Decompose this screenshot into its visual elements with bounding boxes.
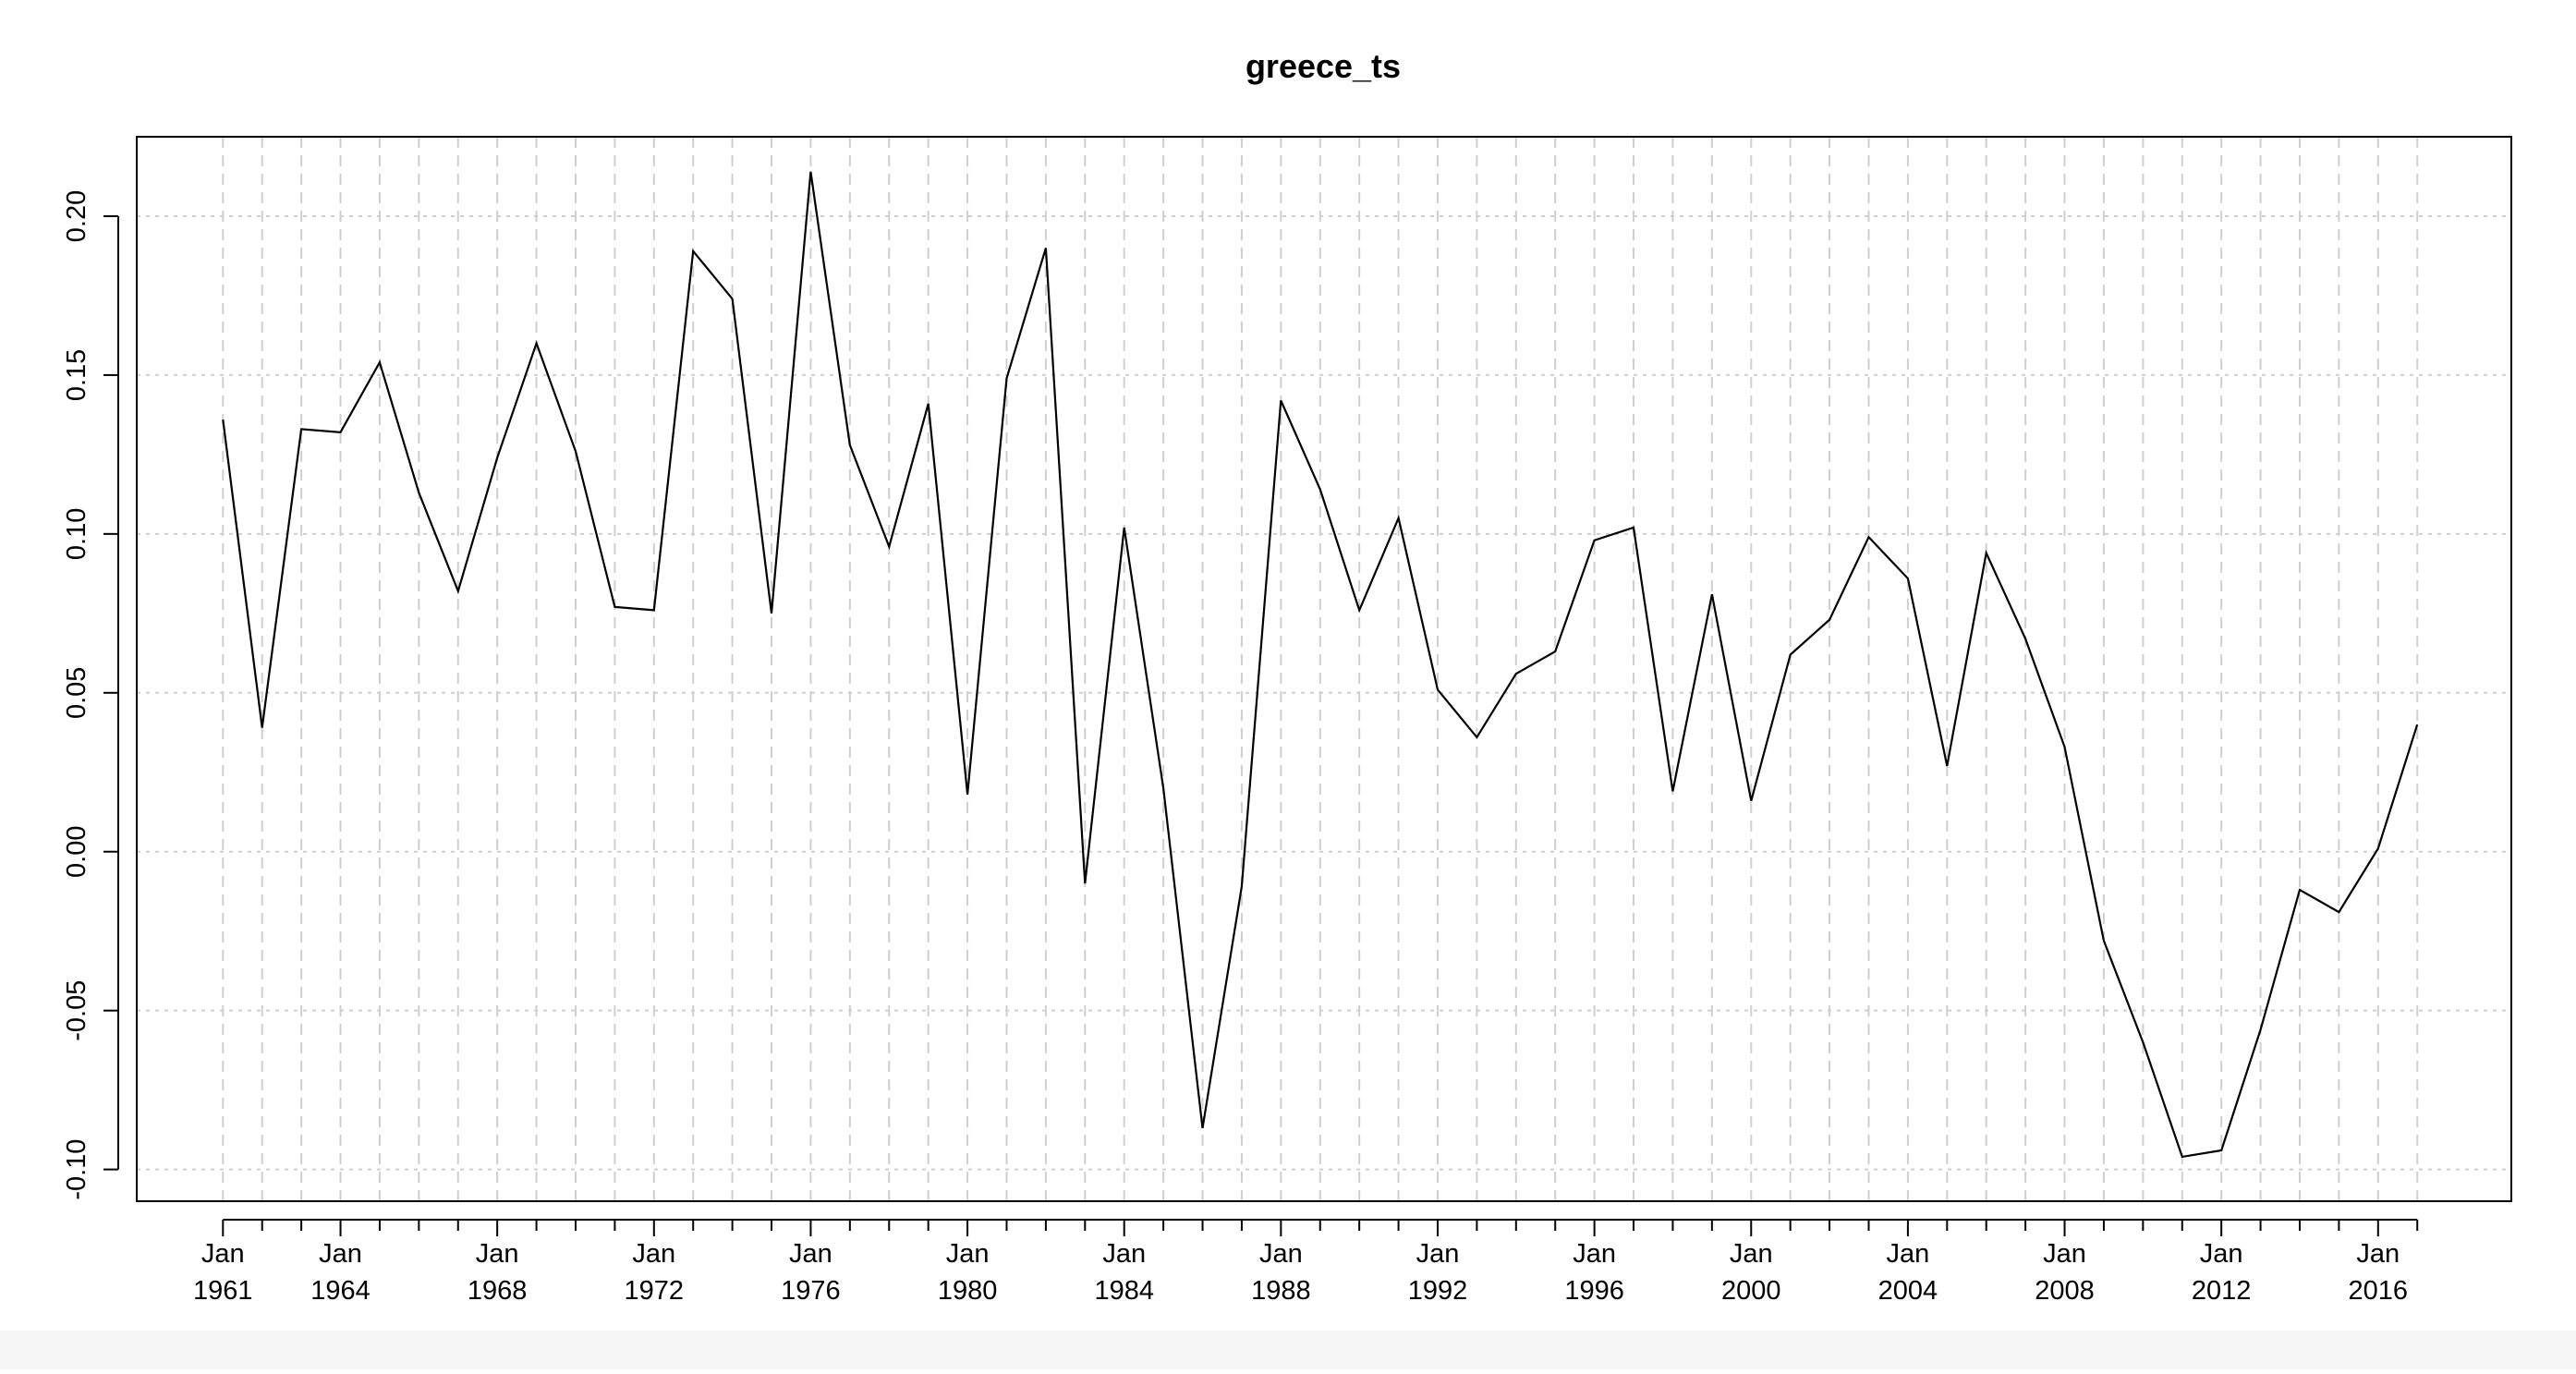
x-tick-month: Jan	[1416, 1239, 1460, 1269]
y-tick-label-2: 0.00	[62, 826, 91, 878]
x-tick-month: Jan	[1573, 1239, 1616, 1269]
y-tick-label-6: 0.20	[62, 190, 91, 242]
x-tick-year: 2016	[2349, 1276, 2409, 1306]
y-tick-label-4: 0.10	[62, 508, 91, 560]
x-tick-year: 1961	[193, 1276, 253, 1306]
x-tick-month: Jan	[1102, 1239, 1146, 1269]
x-tick-year: 1972	[625, 1276, 685, 1306]
x-tick-year: 2004	[1878, 1276, 1938, 1306]
x-tick-month: Jan	[632, 1239, 675, 1269]
y-tick-label-1: -0.05	[62, 980, 91, 1041]
y-tick-label-5: 0.15	[62, 349, 91, 401]
x-tick-year: 1980	[938, 1276, 998, 1306]
x-tick-month: Jan	[476, 1239, 519, 1269]
x-tick-year: 2008	[2035, 1276, 2095, 1306]
x-tick-month: Jan	[789, 1239, 832, 1269]
y-tick-label-3: 0.05	[62, 667, 91, 719]
x-tick-year: 1996	[1564, 1276, 1624, 1306]
x-tick-month: Jan	[2043, 1239, 2086, 1269]
x-tick-month: Jan	[2200, 1239, 2243, 1269]
x-tick-year: 1984	[1094, 1276, 1154, 1306]
window-bottom-strip	[0, 1331, 2576, 1369]
x-tick-month: Jan	[1730, 1239, 1773, 1269]
x-tick-month: Jan	[946, 1239, 990, 1269]
x-tick-month: Jan	[1259, 1239, 1303, 1269]
x-tick-year: 1988	[1251, 1276, 1311, 1306]
chart-title: greece_ts	[1245, 47, 1401, 85]
x-tick-year: 1992	[1408, 1276, 1468, 1306]
x-tick-year: 2012	[2192, 1276, 2252, 1306]
x-tick-month: Jan	[319, 1239, 362, 1269]
x-tick-year: 2000	[1721, 1276, 1781, 1306]
x-tick-month: Jan	[201, 1239, 245, 1269]
x-tick-year: 1976	[781, 1276, 841, 1306]
x-tick-year: 1964	[310, 1276, 371, 1306]
x-tick-month: Jan	[1887, 1239, 1930, 1269]
y-tick-label-0: -0.10	[62, 1139, 91, 1200]
x-tick-month: Jan	[2356, 1239, 2400, 1269]
x-tick-year: 1968	[468, 1276, 528, 1306]
